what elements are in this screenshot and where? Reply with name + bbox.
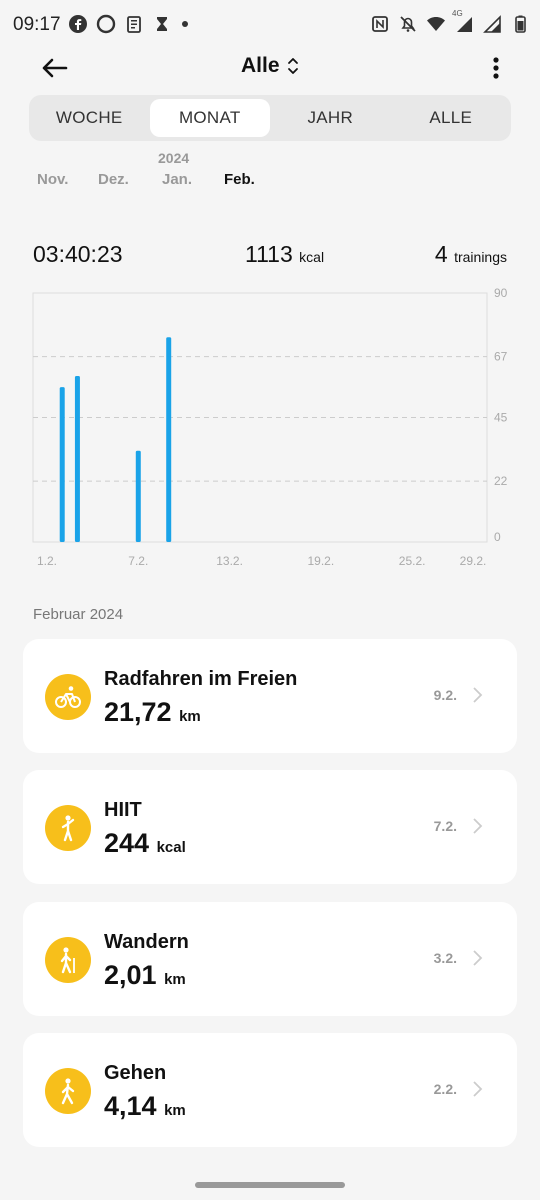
activity-date: 2.2. xyxy=(433,1081,457,1097)
title-selector[interactable]: Alle xyxy=(0,54,540,78)
activity-date: 9.2. xyxy=(433,687,457,703)
activity-title: HIIT xyxy=(104,799,142,821)
y-tick-label: 67 xyxy=(494,350,508,364)
activity-date: 7.2. xyxy=(433,818,457,834)
activity-card[interactable]: HIIT 244 kcal 7.2. xyxy=(23,770,517,884)
signal-icon xyxy=(482,14,502,34)
chevron-right-icon xyxy=(473,950,483,966)
total-kcal-unit: kcal xyxy=(299,249,325,265)
y-tick-label: 45 xyxy=(494,411,508,425)
x-tick-label: 7.2. xyxy=(128,554,148,568)
walking-icon xyxy=(45,1068,91,1114)
tab-woche[interactable]: WOCHE xyxy=(55,108,123,127)
tab-monat[interactable]: MONAT xyxy=(149,99,270,137)
nfc-icon xyxy=(370,14,390,34)
dot-icon xyxy=(182,21,188,27)
activity-value-number: 244 xyxy=(104,828,150,858)
activity-value-number: 21,72 xyxy=(104,697,172,727)
activity-bar-chart: 0 22 45 67 90 1.2. 7.2. 13.2. 19.2. 25.2. 29.2. xyxy=(0,280,540,580)
notification-icons xyxy=(68,14,188,34)
battery-icon xyxy=(510,14,530,34)
summary-row: 03:40:23 1113 kcal 4 trainings xyxy=(0,236,540,276)
network-label: 4G xyxy=(452,9,463,18)
wifi-icon xyxy=(426,14,446,34)
total-trainings-value: 4 xyxy=(434,241,448,267)
activity-value: 21,72 km xyxy=(104,697,201,728)
section-title: Februar 2024 xyxy=(33,606,124,623)
activity-unit: km xyxy=(164,971,186,988)
back-button[interactable] xyxy=(36,52,72,84)
activity-value-number: 4,14 xyxy=(104,1091,157,1121)
month-nov[interactable]: Nov. xyxy=(37,171,69,188)
total-trainings: 4 trainings xyxy=(435,241,507,268)
total-kcal-value: 1113 xyxy=(245,241,293,267)
chart-bar xyxy=(135,450,141,542)
more-vertical-icon xyxy=(493,57,499,79)
activity-title: Wandern xyxy=(104,931,189,953)
period-segmented-control: WOCHE MONAT JAHR ALLE xyxy=(29,95,511,141)
status-time: 09:17 xyxy=(13,14,61,35)
tab-alle[interactable]: ALLE xyxy=(429,108,473,127)
activity-title: Radfahren im Freien xyxy=(104,668,298,690)
year-label: 2024 xyxy=(158,150,190,166)
activity-unit: kcal xyxy=(156,839,186,856)
signal-4g-icon: 4G xyxy=(452,9,474,34)
clipboard-icon xyxy=(124,14,144,34)
hourglass-icon xyxy=(152,14,172,34)
activity-unit: km xyxy=(179,708,201,725)
activity-card[interactable]: Radfahren im Freien 21,72 km 9.2. xyxy=(23,639,517,753)
total-trainings-unit: trainings xyxy=(454,249,507,265)
month-dez[interactable]: Dez. xyxy=(98,171,129,188)
month-strip: 2024 Nov. Dez. Jan. Feb. xyxy=(0,148,540,198)
header: Alle xyxy=(0,48,540,88)
hiking-icon xyxy=(45,937,91,983)
activity-unit: km xyxy=(164,1102,186,1119)
chart-bar xyxy=(166,337,172,542)
activity-date: 3.2. xyxy=(433,950,457,966)
activity-title: Gehen xyxy=(104,1062,167,1084)
home-indicator[interactable] xyxy=(195,1182,345,1188)
activity-value: 2,01 km xyxy=(104,960,186,991)
activity-value: 244 kcal xyxy=(104,828,186,859)
more-options-button[interactable] xyxy=(488,52,504,84)
chart-bar xyxy=(59,387,65,542)
chevron-up-down-icon xyxy=(288,58,298,74)
activity-card[interactable]: Wandern 2,01 km 3.2. xyxy=(23,902,517,1016)
month-jan[interactable]: Jan. xyxy=(162,171,193,188)
month-feb[interactable]: Feb. xyxy=(224,171,255,188)
threads-icon xyxy=(96,14,116,34)
activity-value: 4,14 km xyxy=(104,1091,186,1122)
mute-icon xyxy=(398,14,418,34)
system-icons: 4G xyxy=(370,9,530,34)
chevron-right-icon xyxy=(473,687,483,703)
chart-svg: 0 22 45 67 90 1.2. 7.2. 13.2. 19.2. 25.2. 29.2. xyxy=(32,286,508,568)
y-tick-label: 90 xyxy=(494,286,508,300)
back-arrow-icon xyxy=(42,58,68,78)
x-tick-label: 19.2. xyxy=(308,554,335,568)
page-title: Alle xyxy=(241,54,280,77)
x-tick-label: 29.2. xyxy=(460,554,487,568)
facebook-icon xyxy=(68,14,88,34)
y-tick-label: 22 xyxy=(494,474,508,488)
activity-card[interactable]: Gehen 4,14 km 2.2. xyxy=(23,1033,517,1147)
activity-value-number: 2,01 xyxy=(104,960,157,990)
y-tick-label: 0 xyxy=(494,530,501,544)
x-tick-label: 25.2. xyxy=(399,554,426,568)
x-tick-label: 1.2. xyxy=(37,554,57,568)
tab-jahr[interactable]: JAHR xyxy=(307,108,354,127)
cycling-icon xyxy=(45,674,91,720)
total-kcal: 1113 kcal xyxy=(245,241,324,268)
chevron-right-icon xyxy=(473,818,483,834)
chevron-right-icon xyxy=(473,1081,483,1097)
hiit-icon xyxy=(45,805,91,851)
status-bar: 09:17 4G xyxy=(0,0,540,48)
total-duration: 03:40:23 xyxy=(33,241,123,267)
x-tick-label: 13.2. xyxy=(216,554,243,568)
chart-bar xyxy=(74,376,80,542)
